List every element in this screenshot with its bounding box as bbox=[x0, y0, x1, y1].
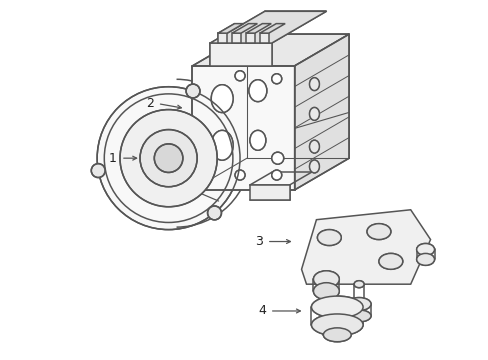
Ellipse shape bbox=[378, 253, 402, 269]
Circle shape bbox=[120, 109, 217, 207]
Circle shape bbox=[235, 71, 244, 81]
Ellipse shape bbox=[249, 130, 265, 150]
Polygon shape bbox=[210, 11, 325, 43]
Ellipse shape bbox=[311, 314, 362, 336]
Ellipse shape bbox=[311, 296, 362, 318]
Text: 1: 1 bbox=[109, 152, 117, 165]
Ellipse shape bbox=[353, 281, 364, 288]
Circle shape bbox=[207, 206, 221, 220]
Ellipse shape bbox=[416, 243, 434, 255]
Text: 2: 2 bbox=[145, 97, 153, 110]
Ellipse shape bbox=[211, 85, 233, 113]
Ellipse shape bbox=[317, 230, 341, 246]
Ellipse shape bbox=[309, 160, 319, 173]
Ellipse shape bbox=[346, 310, 370, 322]
Polygon shape bbox=[259, 24, 285, 33]
Polygon shape bbox=[249, 185, 289, 200]
Polygon shape bbox=[245, 24, 271, 33]
Circle shape bbox=[271, 170, 281, 180]
Polygon shape bbox=[245, 33, 254, 43]
Ellipse shape bbox=[309, 140, 319, 153]
Ellipse shape bbox=[346, 298, 370, 310]
Polygon shape bbox=[218, 33, 226, 43]
Ellipse shape bbox=[366, 224, 390, 239]
Polygon shape bbox=[218, 24, 243, 33]
Ellipse shape bbox=[211, 130, 233, 160]
Ellipse shape bbox=[309, 78, 319, 91]
Polygon shape bbox=[301, 210, 429, 284]
Polygon shape bbox=[192, 34, 348, 66]
Circle shape bbox=[186, 84, 200, 98]
Polygon shape bbox=[192, 66, 294, 190]
Circle shape bbox=[97, 87, 240, 230]
Circle shape bbox=[91, 164, 105, 177]
Polygon shape bbox=[210, 43, 271, 66]
Circle shape bbox=[235, 170, 244, 180]
Polygon shape bbox=[294, 34, 348, 190]
Polygon shape bbox=[259, 33, 268, 43]
Ellipse shape bbox=[248, 80, 266, 102]
Text: 3: 3 bbox=[254, 235, 263, 248]
Polygon shape bbox=[232, 24, 257, 33]
Circle shape bbox=[154, 144, 183, 172]
Ellipse shape bbox=[323, 328, 350, 342]
Ellipse shape bbox=[309, 107, 319, 120]
Polygon shape bbox=[232, 33, 241, 43]
Circle shape bbox=[140, 130, 197, 187]
Circle shape bbox=[271, 152, 283, 164]
Text: 4: 4 bbox=[258, 305, 265, 318]
Circle shape bbox=[271, 74, 281, 84]
Ellipse shape bbox=[313, 283, 339, 300]
Ellipse shape bbox=[416, 253, 434, 265]
Ellipse shape bbox=[313, 271, 339, 288]
